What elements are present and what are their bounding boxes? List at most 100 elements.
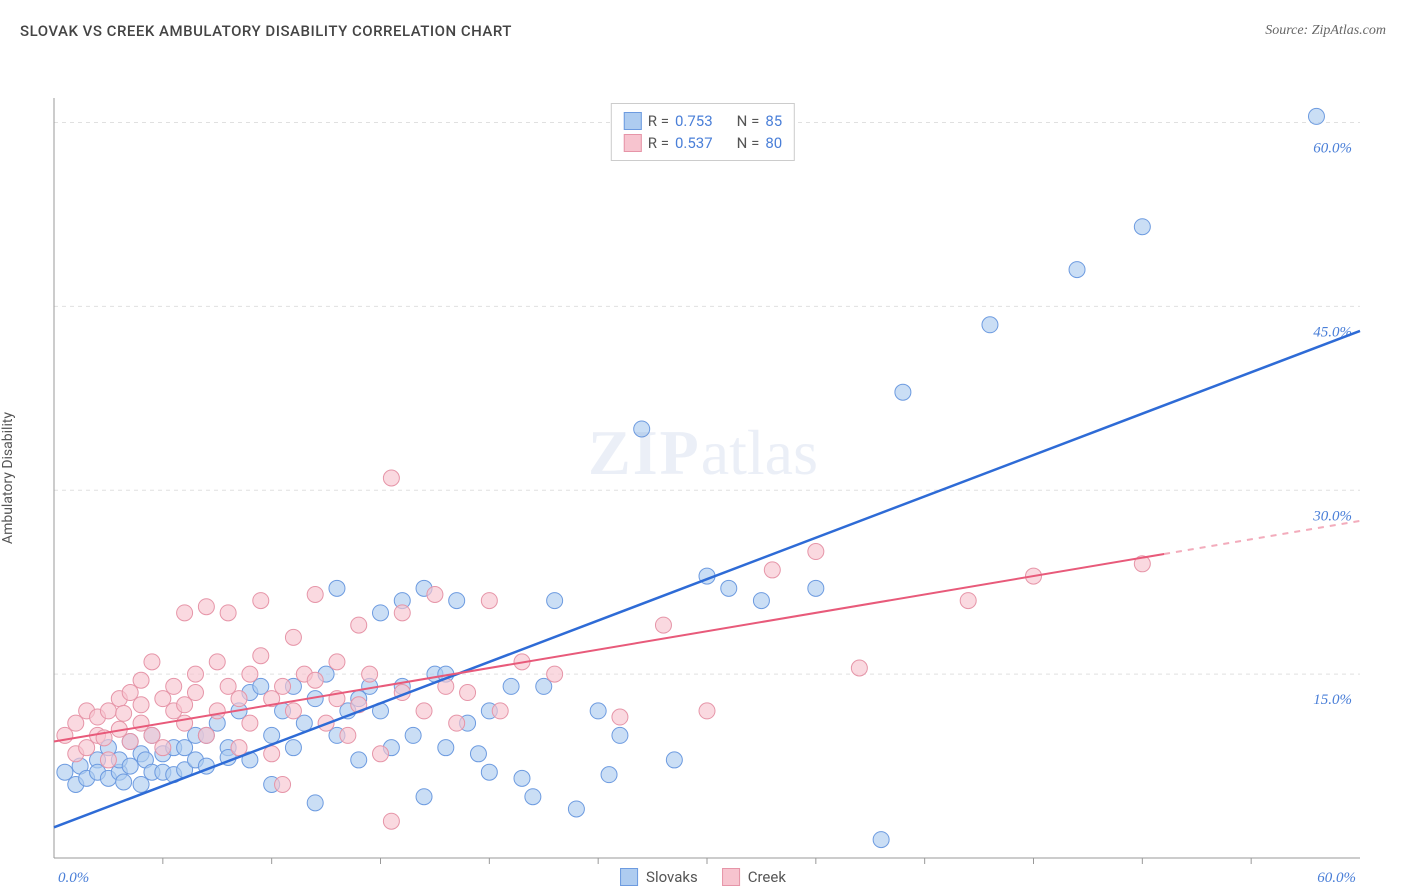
data-point [351, 617, 367, 633]
legend-row: R =0.537N =80 [624, 132, 782, 154]
data-point [209, 654, 225, 670]
trend-line-dashed [1164, 521, 1360, 554]
data-point [307, 795, 323, 811]
legend-swatch [620, 868, 638, 886]
y-axis-label: Ambulatory Disability [0, 412, 16, 544]
data-point [612, 727, 628, 743]
data-point [307, 586, 323, 602]
bottom-legend-item: Creek [722, 868, 786, 886]
data-point [144, 654, 160, 670]
data-point [187, 685, 203, 701]
data-point [220, 605, 236, 621]
svg-text:60.0%: 60.0% [1317, 870, 1356, 886]
data-point [601, 767, 617, 783]
data-point [100, 752, 116, 768]
data-point [416, 703, 432, 719]
data-point [275, 678, 291, 694]
data-point [1308, 108, 1324, 124]
data-point [264, 727, 280, 743]
chart-header: SLOVAK VS CREEK AMBULATORY DISABILITY CO… [20, 18, 1386, 44]
data-point [666, 752, 682, 768]
data-point [166, 678, 182, 694]
trend-line [54, 331, 1360, 827]
data-point [177, 605, 193, 621]
chart-wrap: Ambulatory Disability 15.0% 30.0% 45.0% 60.… [0, 48, 1406, 892]
data-point [449, 593, 465, 609]
data-point [329, 580, 345, 596]
data-point [198, 599, 214, 615]
data-point [1134, 219, 1150, 235]
svg-text:15.0%: 15.0% [1313, 692, 1352, 708]
data-point [547, 666, 563, 682]
chart-title: SLOVAK VS CREEK AMBULATORY DISABILITY CO… [20, 22, 512, 40]
data-point [394, 605, 410, 621]
data-point [405, 727, 421, 743]
data-point [285, 703, 301, 719]
data-point [525, 789, 541, 805]
data-point [155, 740, 171, 756]
svg-text:45.0%: 45.0% [1313, 324, 1352, 340]
data-point [460, 685, 476, 701]
data-point [438, 740, 454, 756]
data-point [373, 746, 389, 762]
data-point [187, 666, 203, 682]
svg-text:60.0%: 60.0% [1313, 141, 1352, 157]
svg-text:0.0%: 0.0% [58, 870, 89, 886]
legend-row: R =0.753N =85 [624, 110, 782, 132]
data-point [753, 593, 769, 609]
data-point [481, 593, 497, 609]
data-point [634, 421, 650, 437]
data-point [231, 691, 247, 707]
data-point [873, 832, 889, 848]
data-point [373, 605, 389, 621]
data-point [133, 697, 149, 713]
legend-swatch [722, 868, 740, 886]
legend-swatch [624, 134, 642, 152]
data-point [116, 705, 132, 721]
legend-swatch [624, 112, 642, 130]
data-point [242, 715, 258, 731]
data-point [547, 593, 563, 609]
data-point [514, 770, 530, 786]
data-point [275, 776, 291, 792]
data-point [307, 672, 323, 688]
data-point [198, 727, 214, 743]
data-point [1069, 262, 1085, 278]
data-point [264, 746, 280, 762]
data-point [470, 746, 486, 762]
svg-text:30.0%: 30.0% [1312, 508, 1352, 524]
data-point [449, 715, 465, 731]
data-point [122, 734, 138, 750]
data-point [383, 813, 399, 829]
data-point [655, 617, 671, 633]
trend-line [54, 554, 1164, 742]
data-point [699, 703, 715, 719]
data-point [329, 654, 345, 670]
data-point [895, 384, 911, 400]
data-point [351, 752, 367, 768]
data-point [416, 789, 432, 805]
series-slovaks [57, 108, 1325, 847]
data-point [242, 666, 258, 682]
data-point [590, 703, 606, 719]
bottom-legend-item: Slovaks [620, 868, 698, 886]
data-point [982, 317, 998, 333]
data-point [612, 709, 628, 725]
chart-source: Source: ZipAtlas.com [1265, 23, 1386, 39]
data-point [481, 764, 497, 780]
data-point [116, 774, 132, 790]
data-point [492, 703, 508, 719]
data-point [427, 586, 443, 602]
data-point [808, 580, 824, 596]
data-point [383, 470, 399, 486]
data-point [808, 544, 824, 560]
data-point [340, 727, 356, 743]
data-point [362, 666, 378, 682]
data-point [568, 801, 584, 817]
data-point [231, 740, 247, 756]
data-point [209, 703, 225, 719]
scatter-chart: 15.0% 30.0% 45.0% 60.0% 0.0% 60.0% [0, 48, 1406, 892]
data-point [851, 660, 867, 676]
data-point [253, 648, 269, 664]
data-point [764, 562, 780, 578]
